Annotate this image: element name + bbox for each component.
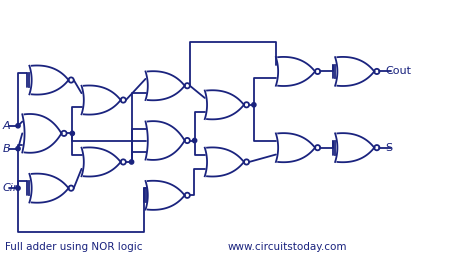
Circle shape — [192, 138, 197, 143]
Text: Cin: Cin — [2, 183, 20, 193]
Circle shape — [129, 160, 134, 164]
Text: S: S — [385, 143, 392, 153]
Circle shape — [252, 103, 256, 107]
Text: Cout: Cout — [385, 67, 411, 77]
Circle shape — [16, 146, 20, 151]
Text: www.circuitstoday.com: www.circuitstoday.com — [228, 242, 347, 252]
Circle shape — [16, 186, 20, 190]
Text: B: B — [2, 144, 10, 154]
Text: Full adder using NOR logic: Full adder using NOR logic — [5, 242, 142, 252]
Text: A: A — [2, 121, 10, 131]
Circle shape — [16, 124, 20, 128]
Circle shape — [70, 131, 74, 135]
